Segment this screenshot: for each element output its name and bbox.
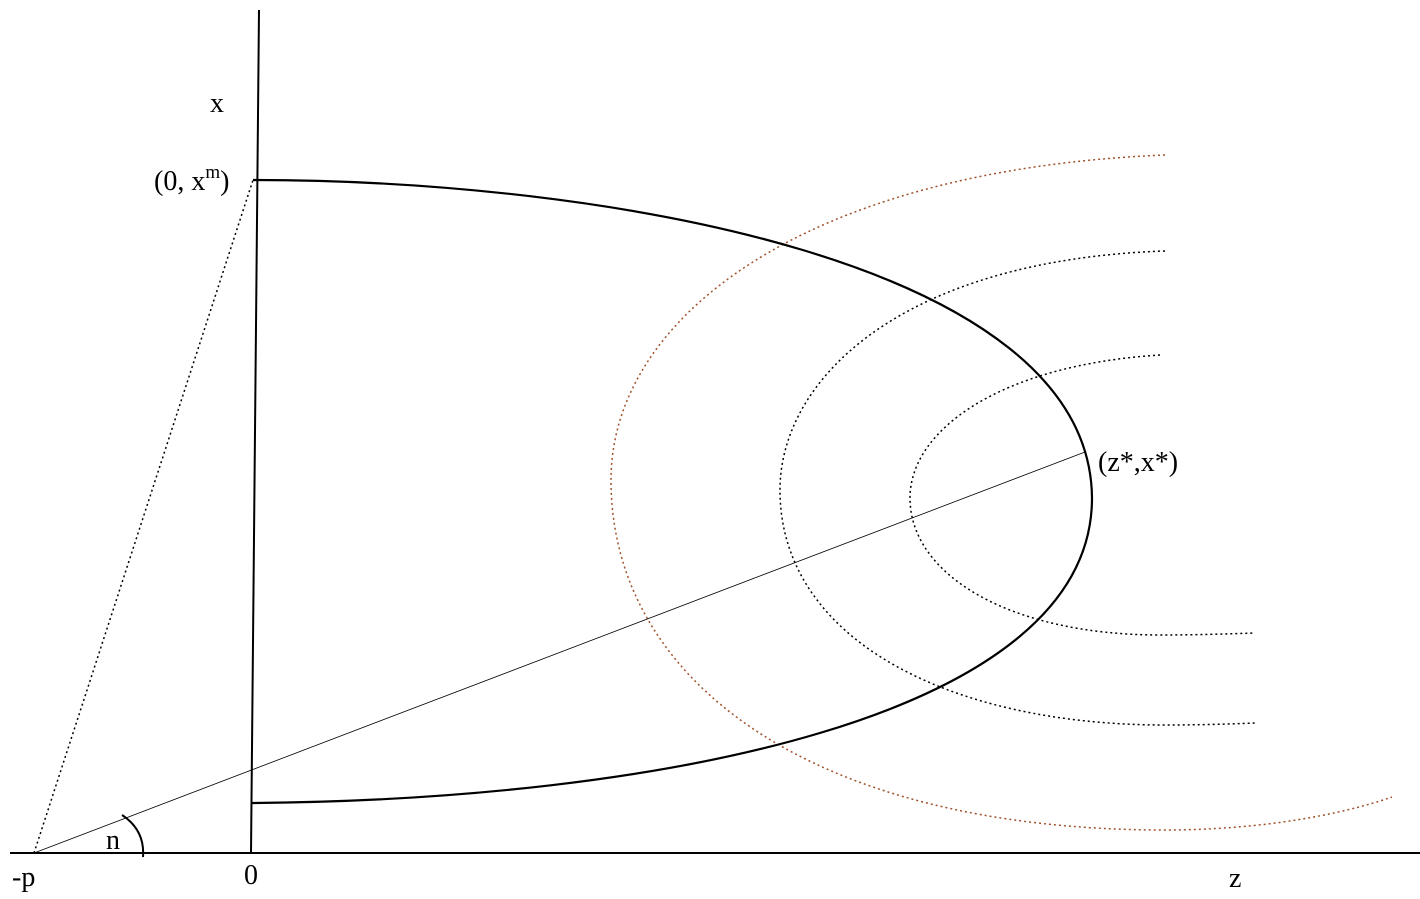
point-top-close: ) — [220, 166, 229, 197]
point-top-superscript: m — [205, 162, 220, 183]
frontier-curve — [250, 178, 1094, 805]
ray-line — [33, 451, 1086, 854]
iso-curve-middle — [779, 250, 1256, 726]
x-axis-label: x — [210, 88, 224, 119]
angle-arc — [121, 814, 145, 858]
iso-curve-inner — [909, 354, 1256, 636]
point-top-open: (0, x — [154, 166, 205, 197]
angle-label: n — [106, 825, 120, 856]
tangent-dotted-line — [33, 179, 254, 854]
x-axis-line — [250, 9, 260, 854]
point-top-label: (0, xm) — [154, 162, 229, 197]
origin-label: 0 — [244, 860, 258, 891]
neg-p-label: -p — [12, 862, 35, 893]
z-axis-label: z — [1229, 863, 1241, 894]
point-star-label: (z*,x*) — [1098, 447, 1178, 478]
iso-curve-outer — [610, 154, 1393, 831]
